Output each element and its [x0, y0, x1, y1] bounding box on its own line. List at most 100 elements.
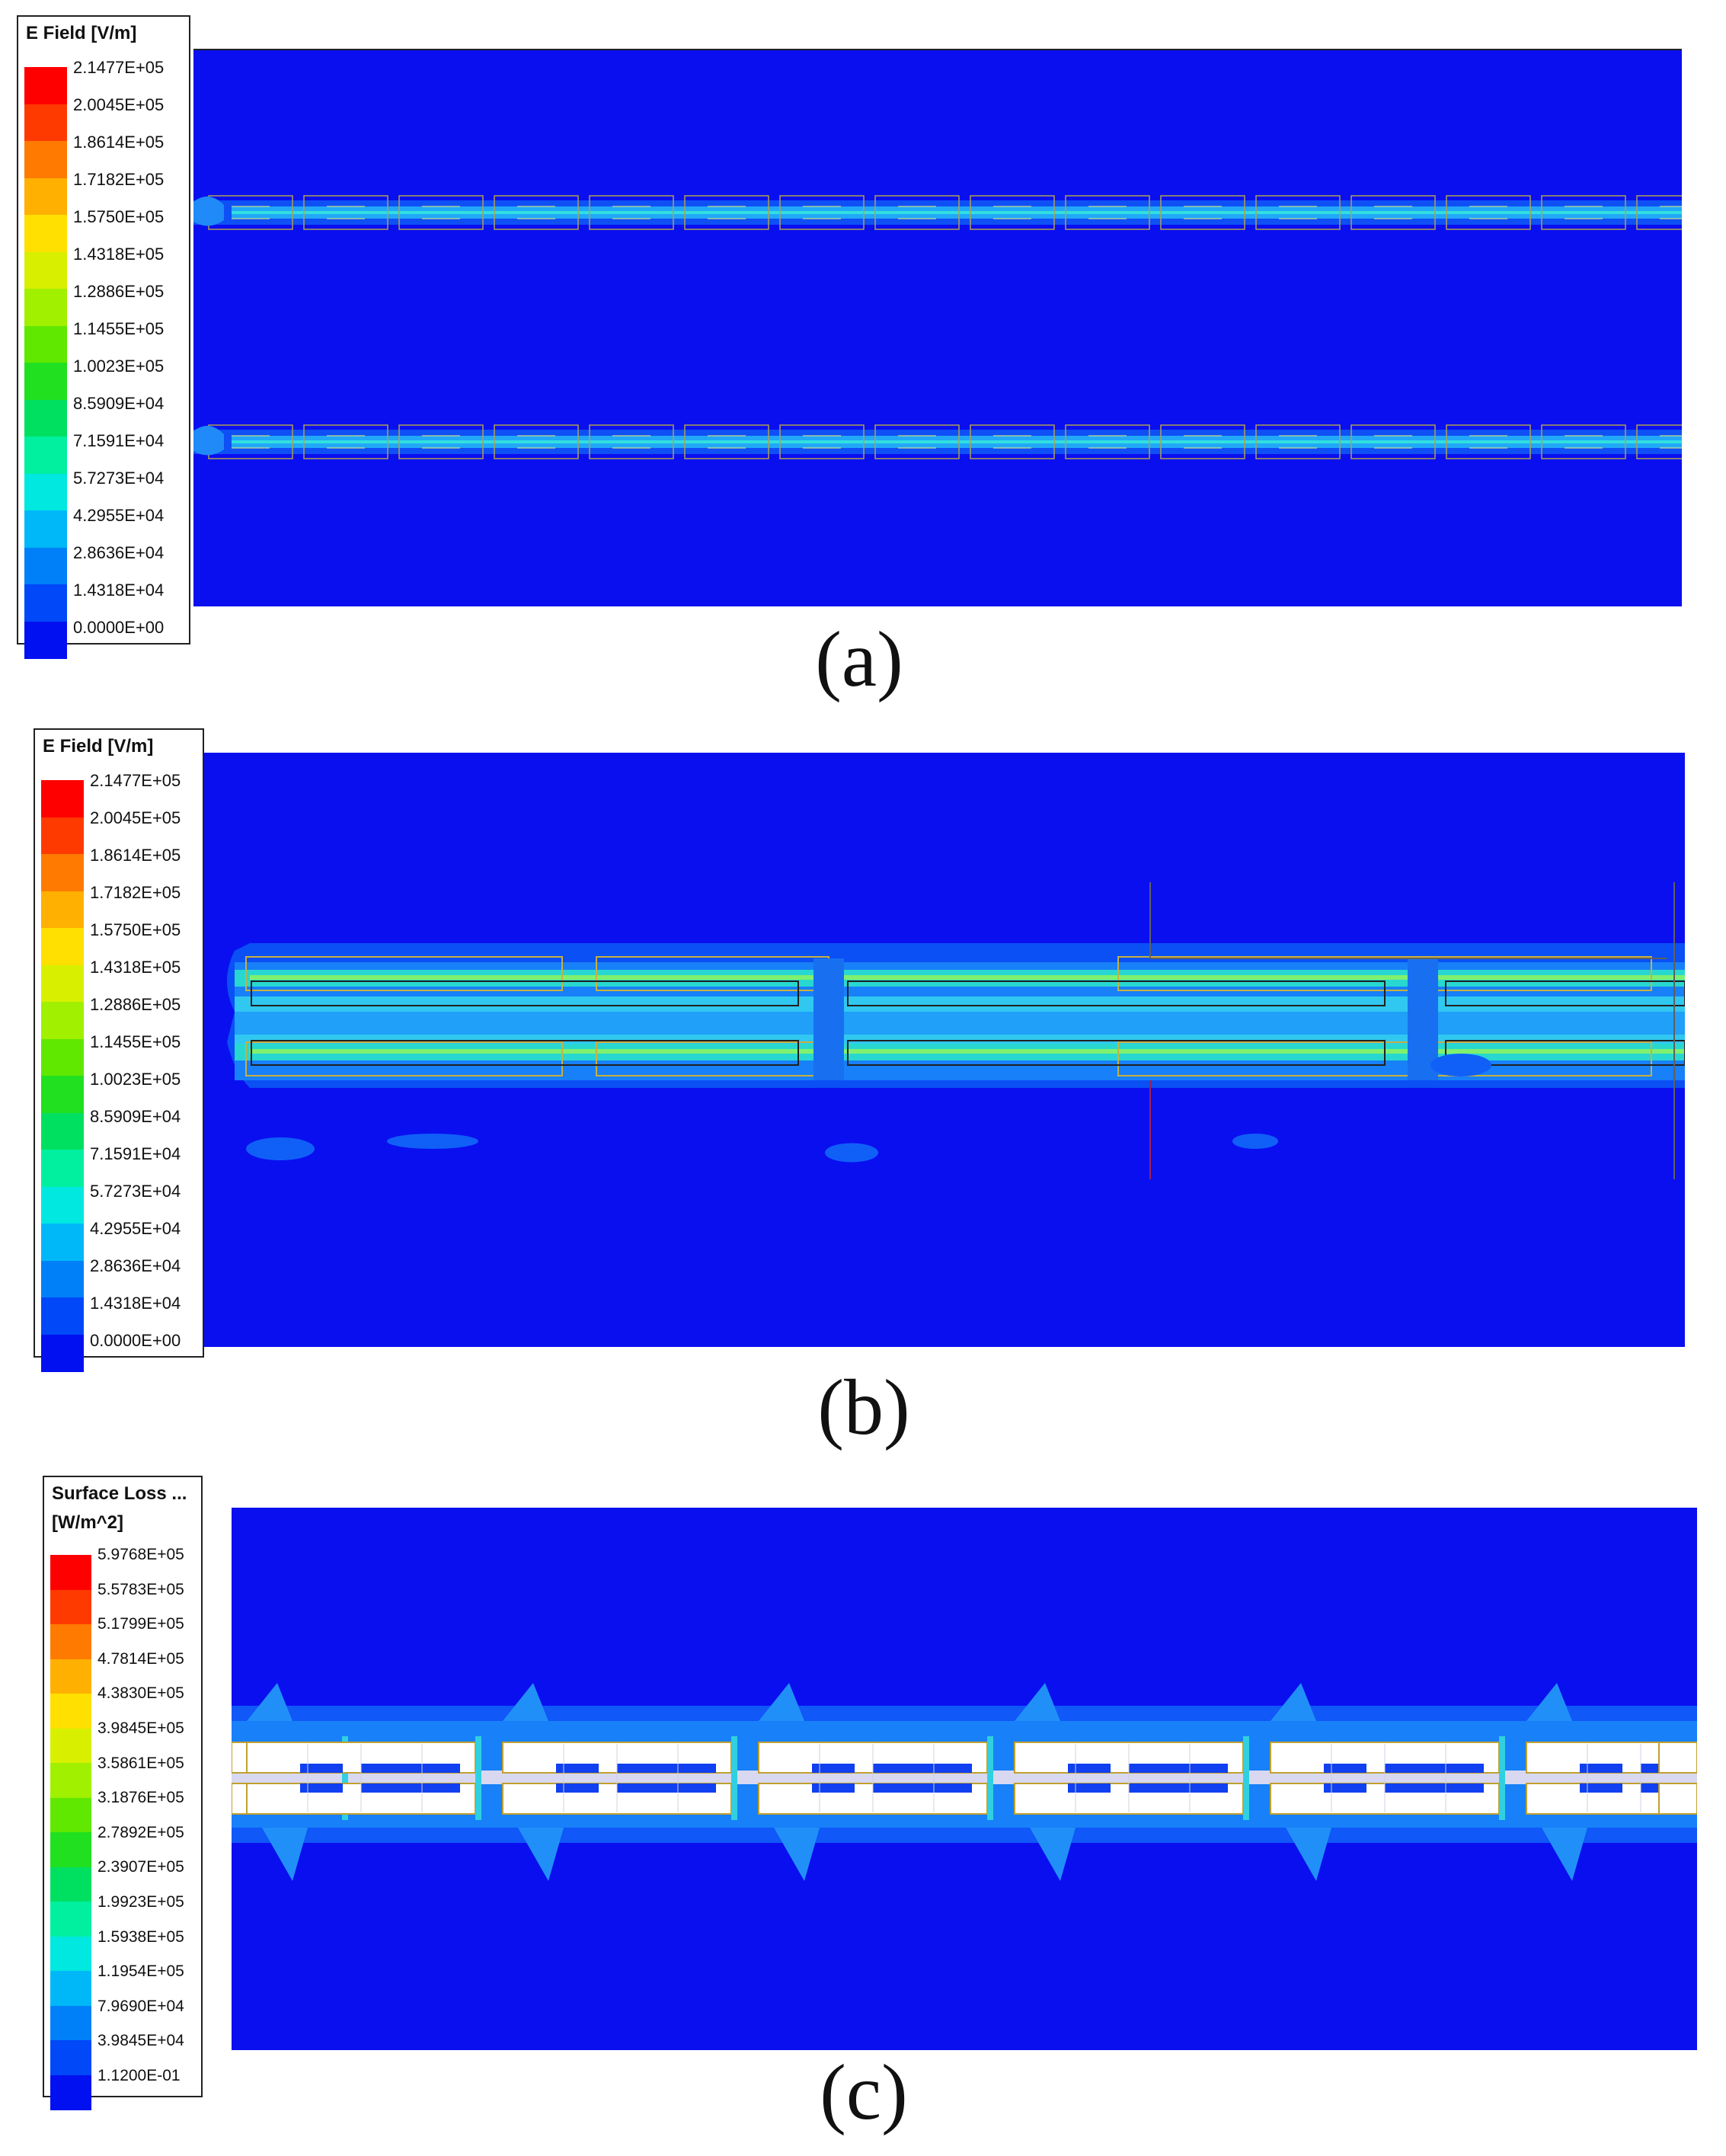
loss-spike	[247, 1683, 292, 1721]
field-slot-core	[232, 440, 1682, 443]
element-outline	[589, 424, 674, 459]
slot-cut	[1324, 1783, 1366, 1793]
conductor-outline	[847, 980, 1386, 1006]
slot-cut	[556, 1783, 599, 1793]
slot-cut	[1068, 1764, 1111, 1773]
element-outline	[970, 195, 1055, 230]
field-plot-b	[204, 753, 1685, 1347]
legend-label: 1.1200E-01	[97, 2067, 181, 2084]
legend-swatch	[24, 141, 67, 179]
legend-swatch	[24, 547, 67, 585]
legend-swatch	[41, 817, 84, 855]
slot-cut	[1129, 1764, 1228, 1773]
segment-gap	[1408, 958, 1438, 1080]
field-blob	[387, 1134, 478, 1149]
legend-label: 1.1954E+05	[97, 1962, 184, 1981]
legend-label: 1.5938E+05	[97, 1927, 184, 1946]
element-outline	[684, 424, 769, 459]
caption-a: (a)	[815, 616, 903, 703]
legend-swatch	[24, 178, 67, 216]
legend-label: 3.1876E+05	[97, 1789, 184, 1807]
element-outline	[1065, 195, 1150, 230]
legend-label: 1.5750E+05	[73, 207, 165, 226]
legend-label: 7.9690E+04	[97, 1997, 184, 2015]
legend-label: 2.3907E+05	[97, 1858, 184, 1876]
slot-cut	[300, 1764, 343, 1773]
center-conductor	[232, 1771, 1697, 1784]
legend-swatch	[50, 1694, 91, 1729]
slot-cut	[1580, 1764, 1622, 1773]
legend-swatch	[50, 1555, 91, 1591]
legend-swatch	[50, 1971, 91, 2007]
legend-label: 2.8636E+04	[73, 543, 165, 562]
field-band-core	[235, 1012, 1685, 1035]
element-outline	[1541, 195, 1626, 230]
legend-b: E Field [V/m] 2.1477E+05 2.0045E+05 1.8614E…	[34, 728, 204, 1372]
legend-label: 8.5909E+04	[73, 394, 165, 413]
slot-cut	[556, 1764, 599, 1773]
legend-title: E Field [V/m]	[26, 23, 137, 43]
legend-swatch	[50, 2074, 91, 2110]
element-outline	[1541, 424, 1626, 459]
legend-label: 2.7892E+05	[97, 1823, 184, 1841]
legend-swatch	[24, 473, 67, 511]
conductor-outline	[251, 1040, 799, 1066]
element-outline	[589, 195, 674, 230]
loss-spike	[1526, 1683, 1572, 1721]
legend-swatch	[41, 1112, 84, 1150]
legend-swatch	[41, 1186, 84, 1224]
legend-label: 1.4318E+04	[90, 1294, 181, 1313]
caption-c: (c)	[820, 2049, 908, 2136]
loss-spike	[774, 1828, 820, 1881]
loss-edge	[1499, 1736, 1505, 1820]
legend-swatch	[24, 67, 67, 105]
element-outline	[494, 195, 579, 230]
loss-edge	[731, 1736, 737, 1820]
legend-swatch	[24, 104, 67, 142]
legend-swatch	[24, 325, 67, 363]
field-plot-a-svg	[193, 49, 1682, 606]
legend-swatch	[50, 2040, 91, 2076]
element-outline	[1350, 424, 1436, 459]
slot-cut	[812, 1783, 855, 1793]
panel-a: E Field [V/m] 2.1477E+05 2.0045E+05 1.8614E…	[0, 0, 1726, 709]
slot-cut	[1385, 1764, 1484, 1773]
element-outline	[1350, 195, 1436, 230]
legend-label: 1.2886E+05	[90, 995, 181, 1014]
field-blob	[1232, 1134, 1278, 1149]
slot-cut	[812, 1764, 855, 1773]
legend-a: E Field [V/m] 2.1477E+05 2.0045E+05 1.8614E…	[17, 15, 190, 659]
loss-plot-c	[232, 1508, 1697, 2050]
legend-swatch	[24, 510, 67, 549]
slot-cut	[300, 1783, 343, 1793]
legend-swatch	[50, 1867, 91, 1902]
element-outline	[1446, 195, 1531, 230]
slot-cut	[1385, 1783, 1484, 1793]
slot-cut	[361, 1764, 460, 1773]
legend-title: E Field [V/m]	[43, 736, 154, 757]
loss-spike	[518, 1828, 564, 1881]
legend-label: 4.3830E+05	[97, 1684, 184, 1703]
element-outline	[970, 424, 1055, 459]
element-outline	[1160, 195, 1245, 230]
legend-swatch	[41, 928, 84, 966]
legend-label: 5.5783E+05	[97, 1580, 184, 1598]
field-plot-b-svg	[204, 753, 1685, 1347]
field-edge-blob	[193, 425, 224, 456]
legend-label: 7.1591E+04	[90, 1144, 181, 1163]
element-outline	[1446, 424, 1531, 459]
legend-c: Surface Loss ... [W/m^2] 5.9768E+05 5.5783E…	[43, 1476, 203, 2110]
legend-label: 1.7182E+05	[90, 883, 181, 902]
element-outline	[245, 1041, 563, 1076]
legend-label: 2.0045E+05	[73, 95, 165, 114]
field-plot-a	[193, 49, 1682, 606]
legend-swatch	[50, 2005, 91, 2041]
legend-label: 1.5750E+05	[90, 920, 181, 939]
field-edge-blob	[193, 196, 224, 226]
legend-swatch	[24, 399, 67, 437]
legend-label: 2.1477E+05	[73, 58, 165, 77]
slot-cut	[617, 1783, 716, 1793]
legend-swatch	[24, 363, 67, 401]
legend-label: 4.2955E+04	[73, 506, 165, 525]
element-outline	[1160, 424, 1245, 459]
